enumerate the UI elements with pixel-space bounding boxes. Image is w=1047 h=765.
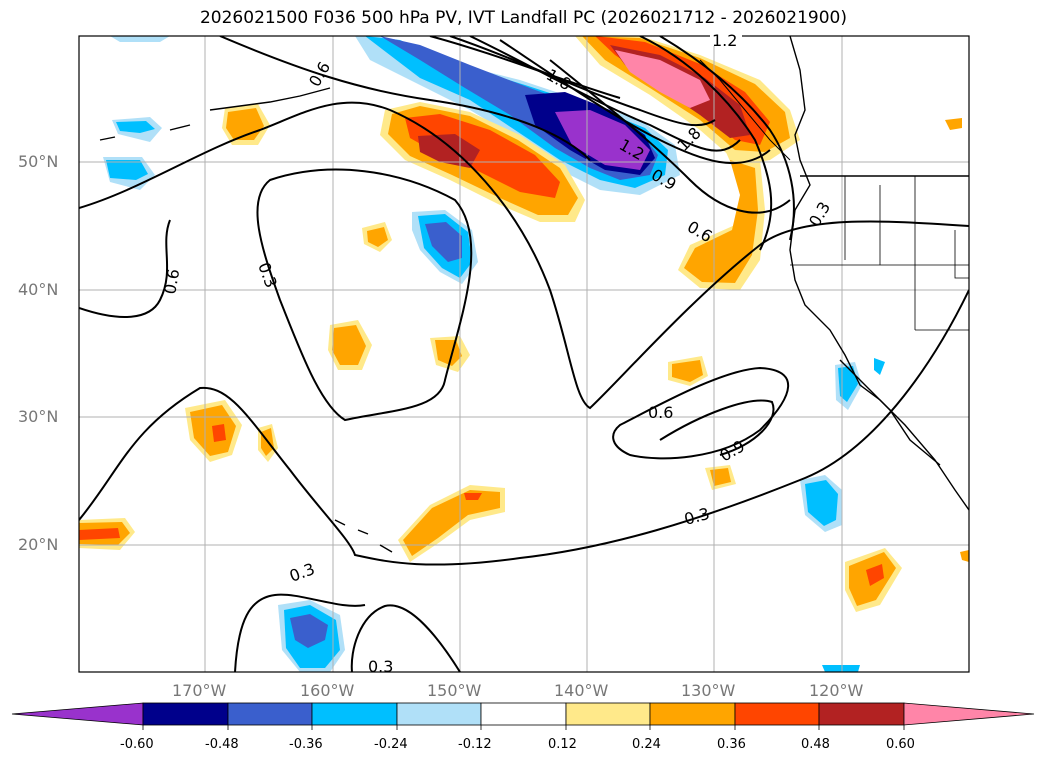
positive-shade-s10c — [866, 564, 884, 586]
positive-shade-s2b — [332, 325, 366, 365]
negative-shade-purple — [555, 110, 650, 170]
contour-15 — [469, 36, 741, 152]
colorbar-segment — [903, 702, 1035, 726]
positive-shade-s7b — [403, 490, 500, 556]
contour-03-bubble — [350, 604, 461, 672]
lon-label: 170°W — [172, 681, 227, 700]
lat-label: 30°N — [18, 407, 59, 426]
contour-label: 0.3 — [287, 559, 317, 586]
contour-18 — [449, 36, 716, 127]
colorbar-tick-label: -0.12 — [458, 737, 492, 752]
colorbar-tick-label: -0.60 — [120, 737, 154, 752]
contour-09 — [549, 59, 791, 214]
lat-label: 50°N — [18, 152, 59, 171]
positive-shade-lobe-orange — [684, 160, 758, 283]
north-america-coast — [789, 36, 969, 511]
lat-label: 40°N — [18, 280, 59, 299]
lon-label: 120°W — [809, 681, 864, 700]
baja-coast — [839, 359, 941, 466]
colorbar-tick-label: -0.36 — [289, 737, 323, 752]
negative-shade-small-2b — [106, 160, 148, 180]
positive-shade-s8b — [672, 360, 703, 382]
colorbar — [11, 702, 1035, 730]
contour-label: 0.3 — [254, 260, 281, 290]
colorbar-segment — [396, 702, 482, 726]
positive-shade-s5c — [212, 424, 226, 442]
colorbar-tick-label: 0.36 — [717, 737, 746, 752]
colorbar-segment — [734, 702, 820, 726]
pv-shading — [79, 36, 969, 672]
positive-shade-s7c — [464, 493, 482, 500]
colorbar-segment — [480, 702, 567, 726]
graticule — [79, 36, 969, 672]
negative-shade-small-6b — [805, 480, 838, 526]
negative-shade-small-5c — [290, 614, 328, 648]
colorbar-segment — [649, 702, 736, 726]
map-frame — [78, 35, 970, 673]
positive-shade-s13 — [960, 550, 969, 562]
colorbar-segment — [142, 702, 229, 726]
contour-06-loop — [612, 366, 790, 460]
colorbar-tick-label: -0.24 — [374, 737, 408, 752]
lon-label: 150°W — [427, 681, 482, 700]
contour-label: 0.6 — [305, 58, 334, 90]
coastlines — [99, 36, 969, 553]
ivt-contours — [79, 36, 969, 672]
contour-label: 0.3 — [368, 657, 393, 676]
negative-shade-small-8 — [874, 358, 885, 375]
contour-03-loop — [256, 168, 473, 422]
colorbar-segment — [227, 702, 313, 726]
state-borders — [790, 176, 969, 331]
contour-03-south — [234, 593, 366, 672]
contour-inner-2 — [659, 36, 795, 241]
colorbar-tick-label: 0.60 — [886, 737, 915, 752]
aleutian-islands — [99, 87, 331, 141]
positive-shade-s3b — [435, 340, 462, 366]
colorbar-tick-label: 0.12 — [548, 737, 577, 752]
colorbar-tick-label: 0.48 — [801, 737, 830, 752]
lon-label: 130°W — [681, 681, 736, 700]
contour-03-west — [79, 101, 969, 410]
negative-shade-small-3b — [116, 121, 155, 133]
contour-inner-3 — [639, 36, 773, 251]
positive-shade-s11c — [79, 528, 120, 540]
positive-shade-s12 — [945, 118, 962, 130]
contour-label: 0.3 — [682, 504, 712, 529]
colorbar-ticks — [142, 725, 905, 730]
contour-09-loop — [659, 399, 775, 456]
negative-shade-small-1c — [425, 222, 462, 262]
hawaii-islands — [334, 519, 393, 553]
contour-03-low — [79, 289, 969, 566]
positive-shade-nw-pink — [615, 50, 710, 108]
positive-shade-s4b — [367, 227, 388, 247]
lon-label: 160°W — [300, 681, 355, 700]
colorbar-segment — [565, 702, 651, 726]
lat-label: 20°N — [18, 535, 59, 554]
contour-outer-nw — [219, 36, 591, 161]
contour-06-west — [79, 219, 171, 318]
positive-shade-s9b — [710, 468, 731, 486]
contour-inner-1 — [429, 36, 621, 99]
negative-shade-small-7b — [838, 366, 858, 402]
contour-label: 1.2 — [712, 31, 737, 50]
colorbar-tick-label: 0.24 — [632, 737, 661, 752]
map-title: 2026021500 F036 500 hPa PV, IVT Landfall… — [199, 8, 847, 28]
negative-shade-small-4 — [110, 36, 170, 42]
contour-label: 0.6 — [160, 267, 183, 295]
colorbar-segment — [818, 702, 905, 726]
contour-label: 0.6 — [648, 403, 673, 422]
lon-label: 140°W — [554, 681, 609, 700]
colorbar-segment — [311, 702, 398, 726]
contour-12 — [499, 39, 771, 164]
colorbar-segment — [11, 702, 144, 726]
negative-shade-small-9 — [822, 665, 860, 672]
colorbar-tick-label: -0.48 — [205, 737, 239, 752]
